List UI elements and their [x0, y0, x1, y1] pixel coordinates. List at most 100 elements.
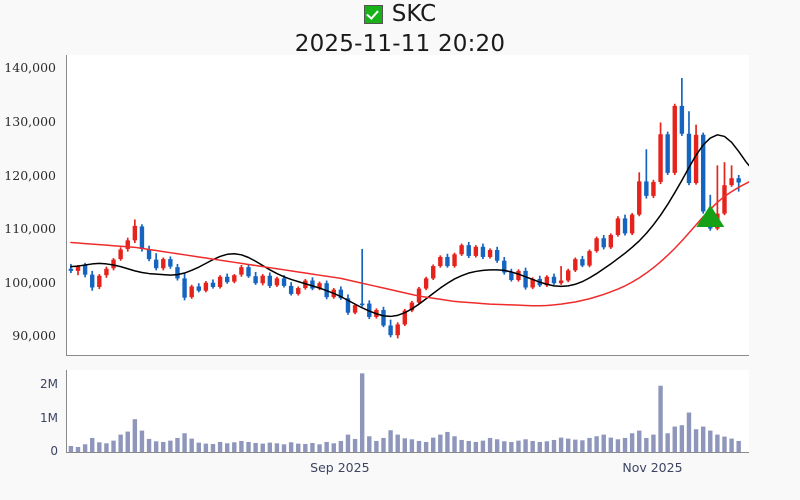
volume-bar	[537, 441, 542, 452]
chart-title-block: SKC 2025-11-11 20:20	[0, 0, 800, 57]
candlestick	[494, 246, 500, 263]
candlestick	[253, 271, 258, 285]
volume-bar	[658, 385, 663, 452]
candlestick	[729, 165, 734, 187]
candlestick	[686, 111, 692, 186]
volume-bar	[615, 439, 621, 452]
chart-timestamp: 2025-11-11 20:20	[294, 31, 506, 57]
candlestick	[736, 175, 741, 192]
volume-bar	[82, 444, 88, 452]
volume-bar	[338, 440, 344, 452]
moving-average-line	[70, 134, 749, 318]
volume-bar	[423, 441, 429, 452]
candlestick	[267, 272, 273, 289]
x-tick-label: Nov 2025	[622, 460, 683, 475]
volume-bar	[161, 441, 166, 452]
buy-signal-triangle-marker	[696, 205, 725, 227]
candlestick	[217, 275, 223, 289]
volume-bar	[622, 437, 628, 452]
candlestick	[423, 276, 429, 291]
candlestick	[139, 224, 145, 252]
candlestick	[359, 248, 365, 307]
candlestick	[509, 268, 514, 282]
volume-bar	[168, 440, 173, 452]
volume-bar	[431, 437, 436, 452]
volume-bar	[672, 426, 677, 452]
price-y-tick-label: 90,000	[12, 328, 56, 344]
volume-bar	[125, 431, 130, 452]
candlestick	[175, 263, 180, 281]
candlestick	[601, 235, 606, 250]
volume-bar	[182, 433, 187, 452]
candlestick	[345, 294, 351, 315]
candlestick	[608, 233, 614, 249]
candlestick	[679, 78, 685, 136]
volume-bar	[281, 444, 287, 452]
candlestick	[615, 216, 621, 237]
candlestick	[352, 303, 358, 315]
volume-bar	[303, 443, 308, 452]
volume-bar	[224, 443, 230, 452]
candlestick	[90, 270, 95, 291]
volume-bar	[516, 440, 521, 452]
volume-bar	[409, 439, 415, 452]
candlestick	[459, 243, 464, 256]
x-tick-label: Sep 2025	[310, 460, 370, 475]
volume-bar	[587, 437, 592, 452]
volume-bar	[438, 434, 443, 452]
volume-y-tick-label: 0	[50, 444, 58, 458]
volume-plot-area	[66, 370, 749, 453]
volume-bar	[90, 437, 95, 452]
volume-bar	[359, 373, 365, 452]
candlestick	[296, 286, 301, 296]
volume-bar	[367, 436, 372, 452]
volume-bar	[352, 438, 358, 452]
candlestick	[580, 255, 585, 268]
green-check-icon	[363, 4, 383, 24]
volume-bar	[75, 446, 81, 452]
candlestick	[310, 277, 315, 291]
volume-y-tick-label: 2M	[40, 377, 58, 392]
candlestick	[587, 249, 592, 268]
volume-bar	[345, 434, 351, 452]
candlestick	[381, 306, 386, 328]
volume-bar	[644, 437, 649, 452]
candlestick	[97, 274, 102, 290]
volume-bar	[452, 436, 457, 452]
candlestick	[118, 247, 123, 261]
volume-bar	[153, 441, 159, 452]
volume-bar	[196, 442, 201, 452]
volume-bar	[459, 439, 464, 452]
volume-bar	[395, 434, 400, 452]
volume-bar	[132, 419, 138, 452]
candlestick	[260, 274, 265, 286]
candlestick	[445, 253, 450, 268]
candlestick	[658, 122, 663, 185]
candlestick	[622, 214, 628, 236]
volume-bar	[466, 440, 471, 452]
volume-bar	[388, 430, 393, 452]
volume-bar	[558, 437, 564, 452]
volume-bar	[246, 441, 251, 452]
price-y-tick-label: 120,000	[4, 167, 56, 183]
volume-bar	[565, 438, 571, 452]
volume-bar	[68, 445, 74, 452]
volume-bar	[530, 440, 535, 452]
candlestick	[402, 308, 408, 327]
candlestick	[466, 241, 471, 259]
price-y-tick-label: 110,000	[4, 221, 56, 237]
candlestick	[629, 213, 635, 235]
volume-bar	[331, 443, 336, 452]
ticker-symbol: SKC	[391, 1, 437, 27]
volume-bar	[594, 436, 599, 452]
volume-bar	[274, 443, 280, 452]
volume-bar	[288, 442, 294, 452]
volume-bar	[580, 440, 585, 452]
volume-bar	[573, 439, 578, 452]
candlestick	[132, 219, 138, 244]
candlestick	[210, 279, 216, 289]
price-y-tick-label: 130,000	[4, 113, 56, 129]
candlestick	[637, 172, 642, 217]
volume-bar	[324, 441, 329, 452]
volume-bar	[104, 443, 109, 452]
